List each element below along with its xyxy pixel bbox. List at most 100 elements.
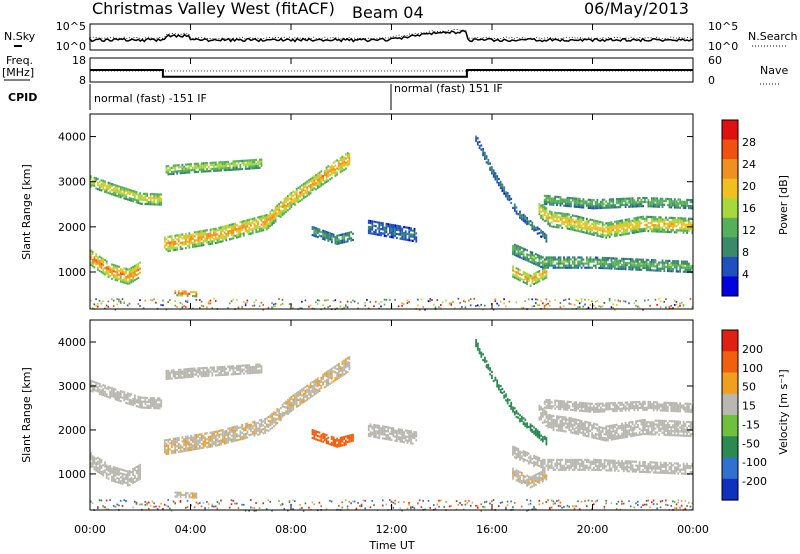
scatter-cell (315, 430, 317, 433)
scatter-cell (313, 175, 316, 178)
scatter-cell (638, 228, 641, 231)
scatter-cell (540, 214, 542, 217)
scatter-cell (573, 258, 576, 261)
scatter-cell (139, 406, 141, 409)
scatter-cell (228, 427, 231, 430)
noise-cell (563, 299, 565, 302)
scatter-cell (139, 404, 141, 407)
scatter-cell (257, 421, 259, 424)
noise-cell (325, 299, 328, 302)
scatter-cell (214, 229, 217, 232)
scatter-cell (656, 218, 659, 221)
scatter-cell (192, 446, 194, 449)
noise-cell (578, 306, 581, 308)
scatter-cell (688, 264, 690, 267)
scatter-cell (341, 237, 344, 240)
scatter-cell (564, 266, 567, 269)
scatter-cell (631, 231, 634, 234)
scatter-cell (645, 260, 648, 263)
scatter-cell (221, 225, 224, 228)
scatter-cell (137, 199, 140, 202)
scatter-cell (236, 365, 238, 368)
scatter-cell (628, 220, 630, 223)
scatter-cell (350, 237, 353, 240)
scatter-cell (339, 239, 342, 243)
scatter-cell (186, 370, 189, 373)
scatter-cell (204, 374, 207, 377)
scatter-cell (336, 374, 338, 377)
scatter-cell (540, 261, 542, 264)
scatter-cell (675, 200, 678, 203)
scatter-cell (123, 279, 126, 282)
noise-cell (228, 302, 231, 305)
scatter-cell (102, 257, 105, 261)
scatter-cell (594, 219, 597, 223)
scatter-cell (119, 274, 122, 277)
noise-cell (675, 301, 678, 303)
scatter-cell (186, 492, 189, 495)
scatter-cell (677, 229, 680, 232)
scatter-cell (111, 183, 113, 186)
scatter-cell (202, 446, 205, 449)
scatter-cell (251, 365, 254, 369)
noise-cell (364, 499, 366, 502)
scatter-cell (220, 232, 222, 235)
scatter-cell (527, 273, 530, 276)
scatter-cell (174, 248, 177, 251)
scatter-cell (610, 267, 613, 270)
scatter-cell (192, 295, 194, 298)
scatter-cell (332, 440, 335, 443)
scatter-cell (183, 443, 185, 447)
scatter-cell (260, 422, 263, 425)
scatter-cell (668, 198, 671, 201)
noise-cell (141, 503, 143, 506)
scatter-cell (119, 272, 122, 275)
scatter-cell (139, 463, 141, 466)
scatter-cell (193, 444, 196, 447)
scatter-cell (564, 200, 567, 203)
scatter-cell (633, 231, 636, 234)
scatter-cell (107, 269, 110, 272)
noise-cell (635, 299, 637, 302)
scatter-cell (580, 218, 583, 221)
scatter-cell (589, 266, 592, 269)
scatter-cell (265, 214, 268, 217)
scatter-cell (320, 231, 323, 234)
scatter-cell (228, 429, 231, 432)
scatter-cell (295, 188, 298, 191)
scatter-cell (564, 258, 567, 261)
noise-cell (369, 301, 372, 303)
scatter-cell (596, 226, 599, 229)
noise-cell (172, 500, 175, 503)
scatter-cell (227, 226, 229, 229)
scatter-cell (232, 438, 235, 441)
noise-cell (647, 299, 650, 301)
scatter-cell (227, 224, 229, 227)
scatter-cell (512, 244, 514, 248)
noise-cell (689, 298, 692, 300)
scatter-cell (661, 199, 664, 202)
scatter-cell (141, 406, 143, 409)
scatter-cell (158, 405, 161, 408)
scatter-cell (520, 218, 523, 221)
scatter-cell (176, 437, 178, 440)
scatter-cell (348, 237, 351, 240)
scatter-cell (628, 222, 630, 225)
scatter-cell (158, 193, 161, 196)
scatter-cell (617, 228, 620, 231)
scatter-cell (230, 233, 233, 236)
scatter-cell (109, 386, 112, 389)
scatter-cell (234, 367, 236, 370)
scatter-cell (260, 418, 263, 421)
scatter-cell (330, 168, 333, 172)
scatter-cell (587, 232, 590, 235)
scatter-cell (543, 277, 546, 280)
scatter-cell (593, 207, 595, 210)
scatter-cell (214, 233, 217, 236)
scatter-cell (228, 238, 231, 241)
scatter-cell (116, 393, 119, 396)
noise-cell (97, 305, 99, 308)
noise-cell (211, 307, 213, 309)
scatter-cell (542, 214, 544, 217)
scatter-cell (596, 205, 599, 208)
